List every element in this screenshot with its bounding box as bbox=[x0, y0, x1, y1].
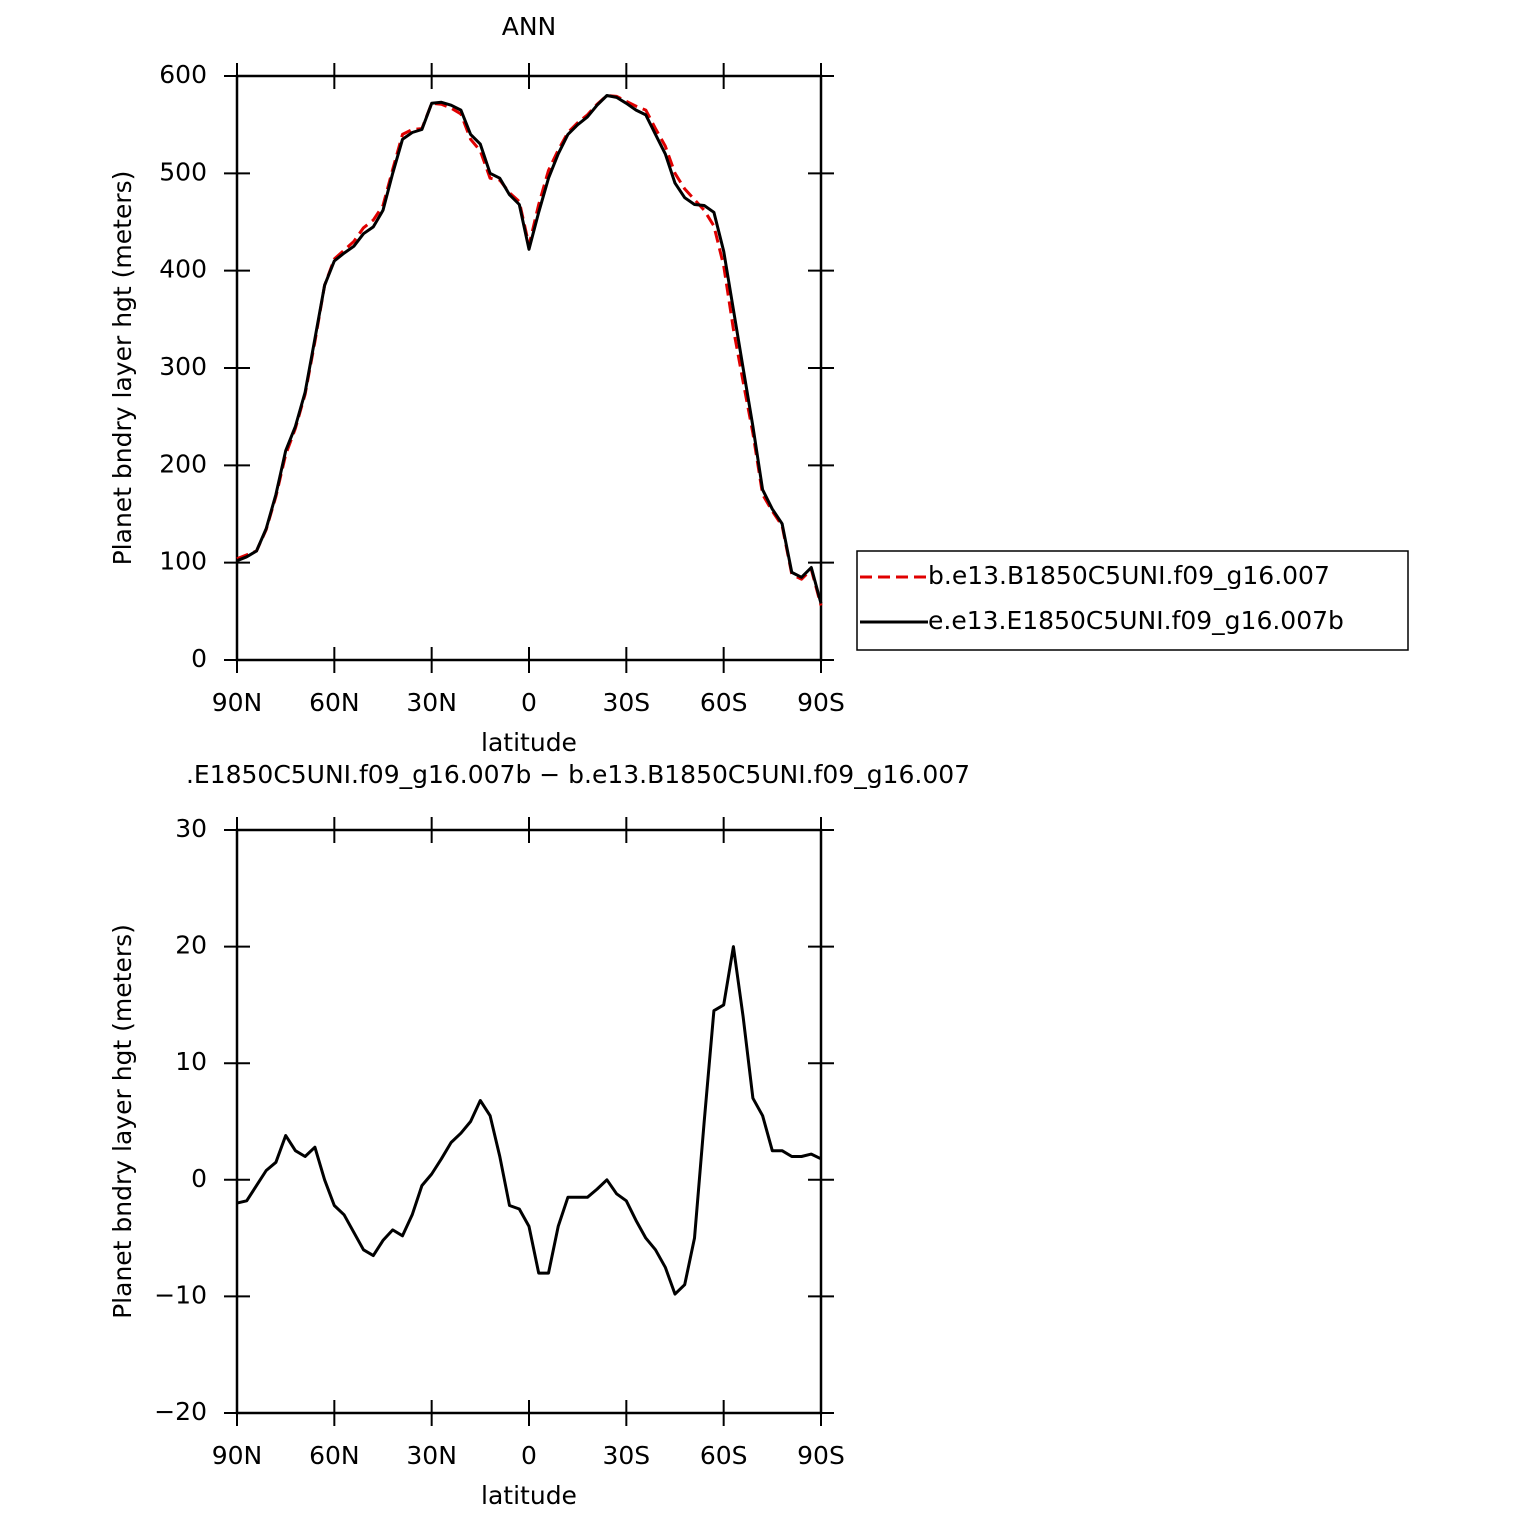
legend-box bbox=[856, 550, 1409, 651]
y-tick-label: 400 bbox=[159, 255, 207, 284]
y-tick-label: 600 bbox=[159, 60, 207, 89]
x-tick-label: 90N bbox=[212, 1441, 263, 1470]
x-tick-label: 30N bbox=[406, 1441, 457, 1470]
data-line bbox=[236, 945, 822, 1296]
x-tick-label: 30S bbox=[602, 1441, 650, 1470]
y-tick-label: −20 bbox=[154, 1397, 207, 1426]
x-tick-label: 90N bbox=[212, 688, 263, 717]
chart-title: ANN bbox=[502, 12, 557, 41]
data-line bbox=[236, 94, 823, 606]
y-tick-label: 10 bbox=[175, 1047, 207, 1076]
x-tick-label: 90S bbox=[797, 1441, 845, 1470]
x-tick-label: 90S bbox=[797, 688, 845, 717]
y-tick-label: 200 bbox=[159, 449, 207, 478]
y-tick-label: 100 bbox=[159, 547, 207, 576]
x-tick-label: 0 bbox=[521, 688, 537, 717]
x-tick-label: 0 bbox=[521, 1441, 537, 1470]
chart-title: .E1850C5UNI.f09_g16.007b − b.e13.B1850C5… bbox=[186, 760, 970, 789]
x-tick-label: 30S bbox=[602, 688, 650, 717]
x-tick-label: 60N bbox=[309, 1441, 360, 1470]
y-axis-label: Planet bndry layer hgt (meters) bbox=[108, 924, 137, 1319]
y-tick-label: 300 bbox=[159, 352, 207, 381]
y-axis-label: Planet bndry layer hgt (meters) bbox=[108, 171, 137, 566]
x-tick-label: 60N bbox=[309, 688, 360, 717]
y-tick-label: −10 bbox=[154, 1280, 207, 1309]
plot-frame bbox=[235, 74, 823, 662]
x-tick-label: 60S bbox=[700, 1441, 748, 1470]
plot-frame bbox=[235, 828, 823, 1415]
x-axis-label: latitude bbox=[481, 1481, 577, 1510]
y-tick-label: 0 bbox=[191, 644, 207, 673]
data-line bbox=[236, 94, 823, 604]
y-tick-label: 500 bbox=[159, 157, 207, 186]
legend-label: b.e13.B1850C5UNI.f09_g16.007 bbox=[928, 561, 1330, 590]
x-tick-label: 30N bbox=[406, 688, 457, 717]
y-tick-label: 0 bbox=[191, 1164, 207, 1193]
x-axis-label: latitude bbox=[481, 728, 577, 757]
legend-label: e.e13.E1850C5UNI.f09_g16.007b bbox=[928, 606, 1344, 635]
y-tick-label: 30 bbox=[175, 814, 207, 843]
x-tick-label: 60S bbox=[700, 688, 748, 717]
y-tick-label: 20 bbox=[175, 931, 207, 960]
